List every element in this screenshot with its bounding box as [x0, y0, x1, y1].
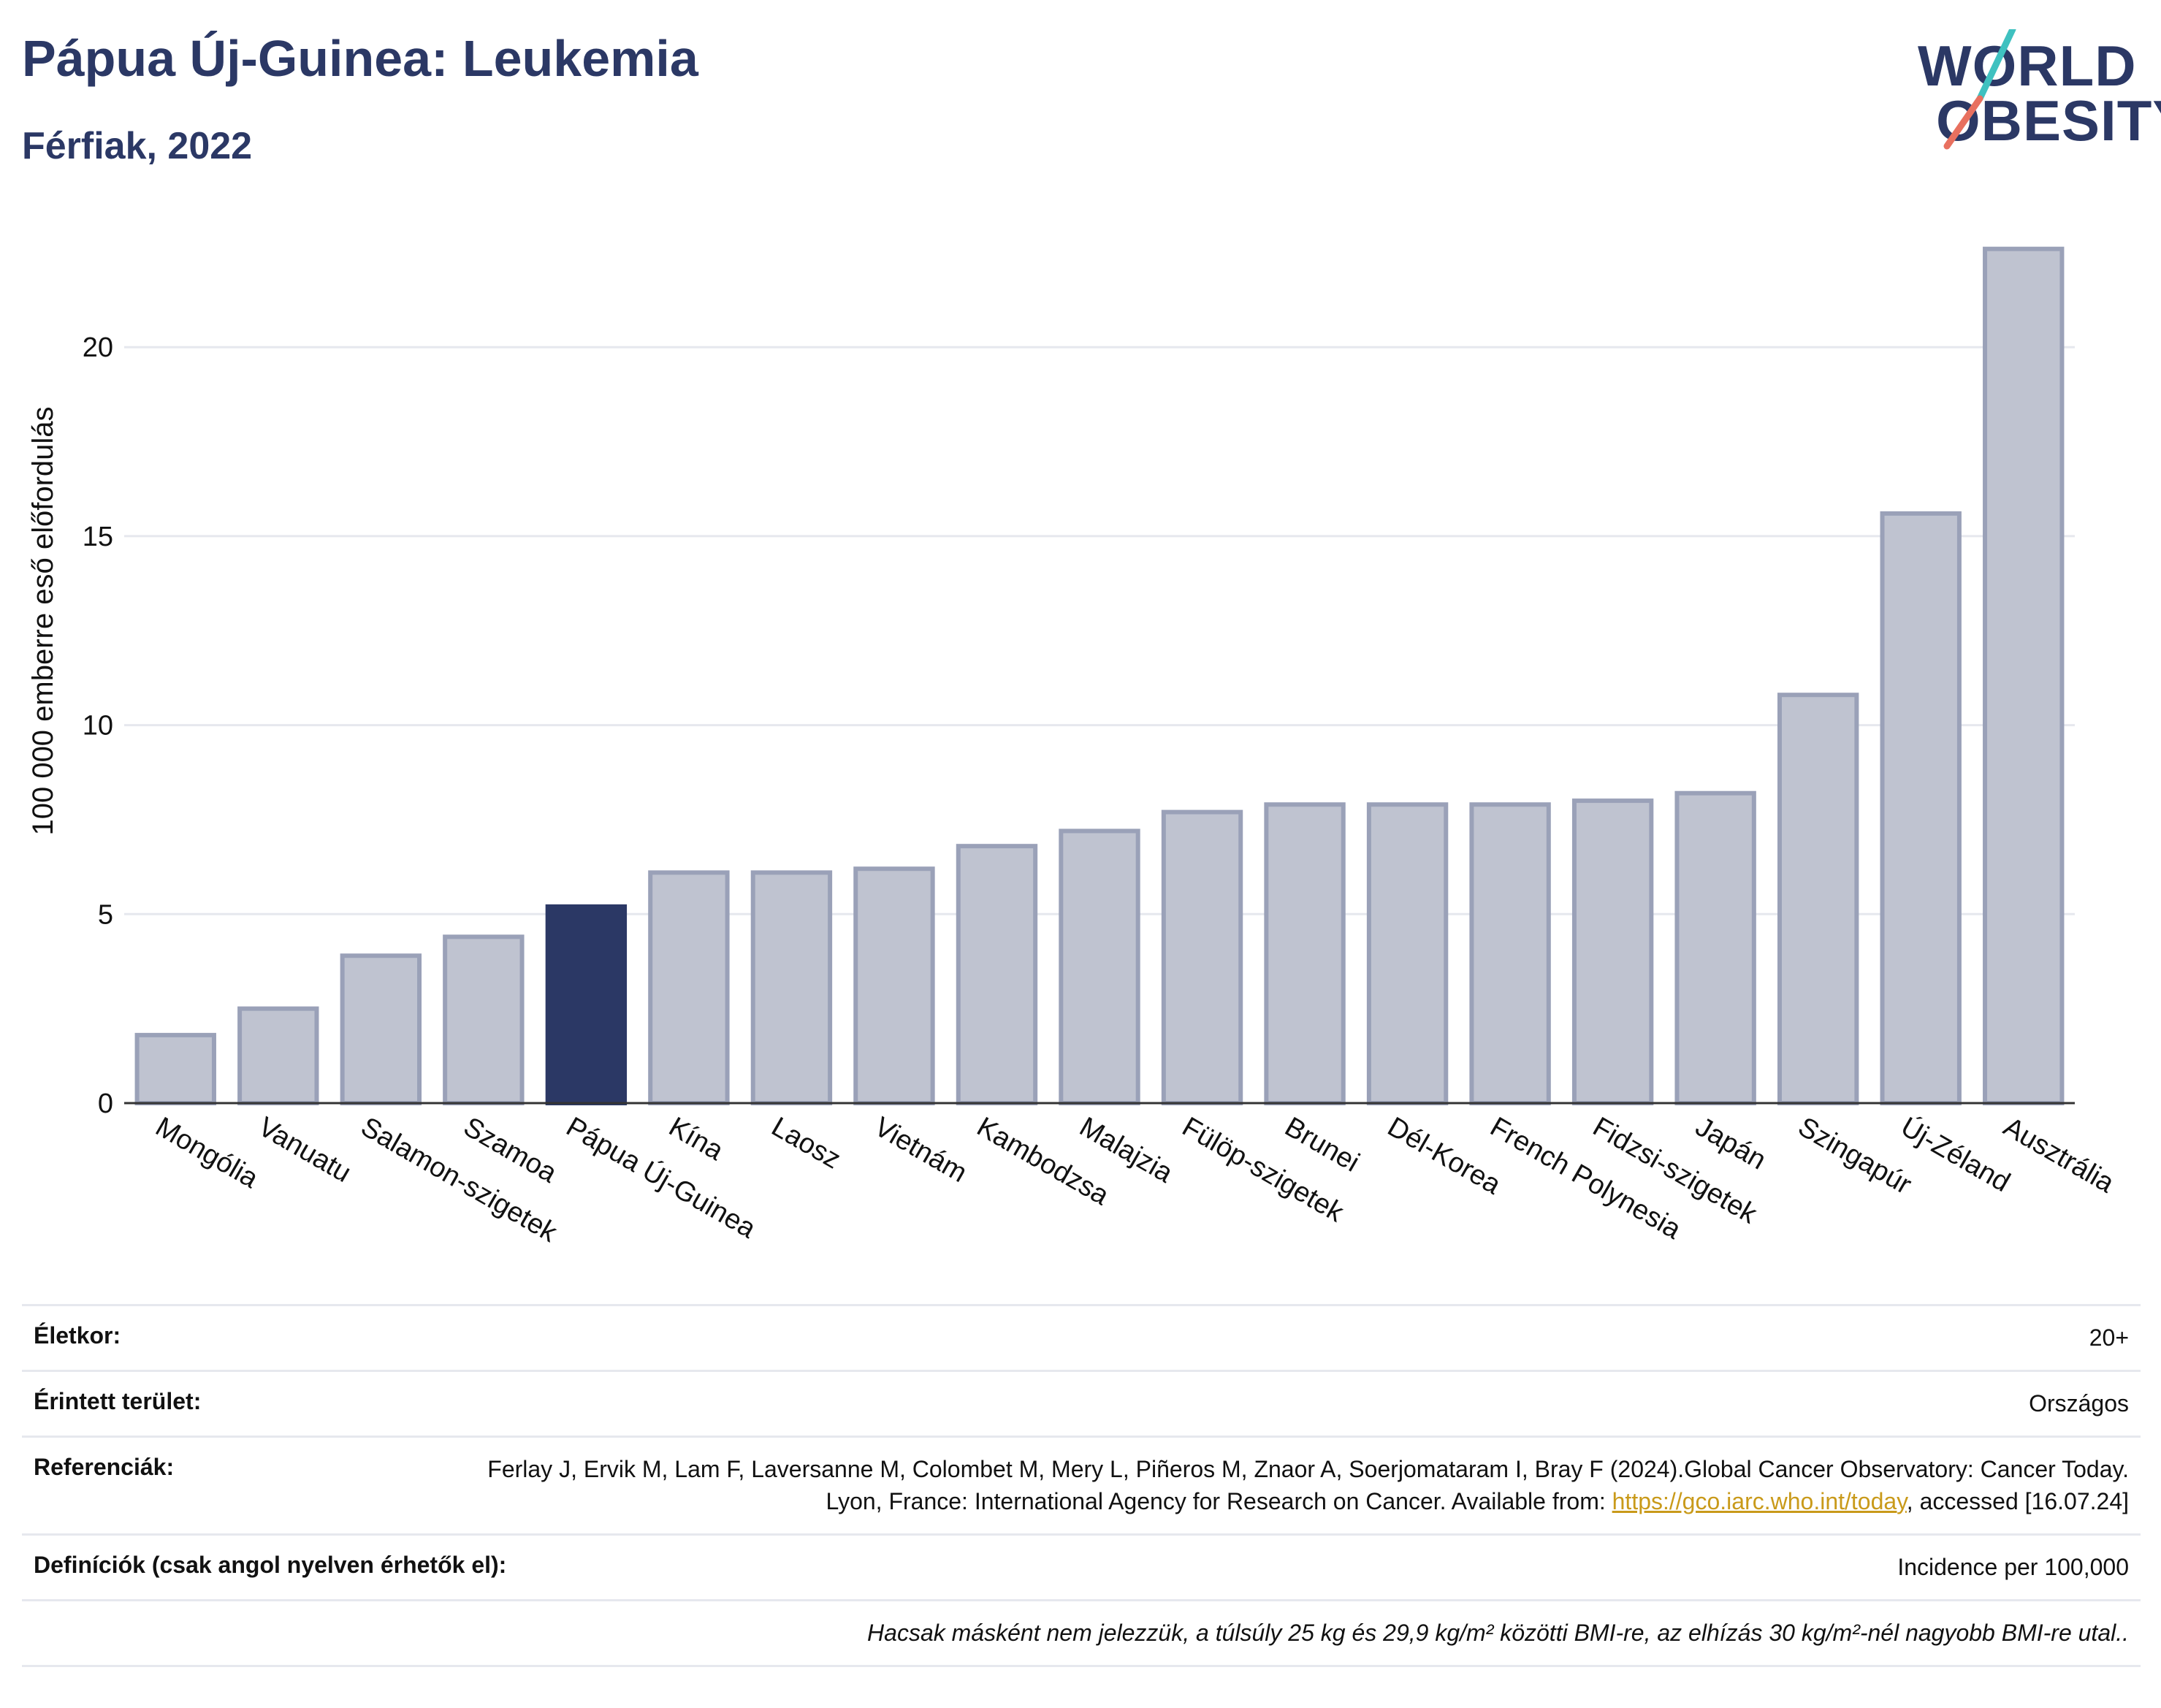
- bar-highlight: [545, 904, 628, 1106]
- y-tick-label: 0: [98, 1089, 113, 1119]
- area-value: Országos: [2029, 1390, 2129, 1417]
- info-row-age: Életkor: 20+: [22, 1304, 2141, 1370]
- bar: [750, 870, 833, 1106]
- logo-slash-icon: [1943, 29, 2016, 150]
- x-tick-label: Szingapúr: [1793, 1111, 1916, 1200]
- logo-line-2: OBESITY: [1936, 88, 2161, 153]
- bar: [1983, 246, 2065, 1105]
- y-tick-label: 5: [98, 899, 113, 930]
- x-tick-label: Laosz: [766, 1111, 846, 1175]
- x-tick-label: Vietnám: [869, 1111, 972, 1189]
- area-label: Érintett terület:: [34, 1388, 202, 1415]
- bar: [1880, 511, 1962, 1105]
- bar: [1264, 802, 1346, 1105]
- info-table: Életkor: 20+ Érintett terület: Országos …: [22, 1304, 2141, 1668]
- bar: [853, 866, 935, 1106]
- bar: [1059, 828, 1140, 1105]
- info-row-note: Hacsak másként nem jelezzük, a túlsúly 2…: [22, 1598, 2141, 1668]
- bars: [134, 246, 2065, 1106]
- bar: [1571, 798, 1654, 1105]
- bar: [956, 844, 1038, 1106]
- page-title: Pápua Új-Guinea: Leukemia: [22, 30, 698, 87]
- bar: [1674, 790, 1756, 1105]
- ref-link[interactable]: https://gco.iarc.who.int/today: [1612, 1487, 1907, 1514]
- age-value: 20+: [2089, 1324, 2129, 1351]
- bar: [1366, 802, 1449, 1105]
- x-tick-label: Pápua Új-Guinea: [561, 1111, 762, 1245]
- bar: [1161, 809, 1243, 1105]
- ref-label: Referenciák:: [34, 1454, 175, 1481]
- y-tick-label: 10: [83, 711, 113, 741]
- x-tick-label: Dél-Korea: [1382, 1111, 1506, 1200]
- def-value: Incidence per 100,000: [1897, 1553, 2129, 1580]
- x-tick-label: Kína: [663, 1111, 728, 1167]
- page-subtitle: Férfiak, 2022: [22, 125, 253, 167]
- info-row-area: Érintett terület: Országos: [22, 1370, 2141, 1436]
- bar: [237, 1006, 319, 1106]
- x-tick-label: Ausztrália: [1998, 1111, 2119, 1199]
- y-axis-label: 100 000 emberre eső előfordulás: [27, 406, 59, 835]
- bar: [340, 953, 422, 1106]
- info-row-references: Referenciák: Ferlay J, Ervik M, Lam F, L…: [22, 1436, 2141, 1533]
- def-label: Definíciók (csak angol nyelven érhetők e…: [34, 1551, 507, 1578]
- x-tick-label: Brunei: [1280, 1111, 1365, 1178]
- bar: [648, 870, 730, 1106]
- info-row-definitions: Definíciók (csak angol nyelven érhetők e…: [22, 1533, 2141, 1599]
- y-tick-label: 15: [83, 522, 113, 552]
- age-label: Életkor:: [34, 1322, 121, 1349]
- note-text: Hacsak másként nem jelezzük, a túlsúly 2…: [867, 1619, 2129, 1646]
- bar: [134, 1032, 216, 1105]
- y-tick-labels: 0 5 10 15 20: [83, 332, 113, 1119]
- bar: [443, 934, 525, 1105]
- y-tick-label: 20: [83, 332, 113, 363]
- world-obesity-logo: WORLD OBESITY: [1907, 29, 2161, 153]
- x-tick-label: Mongólia: [150, 1111, 264, 1194]
- ref-value: Ferlay J, Ervik M, Lam F, Laversanne M, …: [449, 1454, 2129, 1517]
- x-tick-label: French Polynesia: [1485, 1111, 1687, 1246]
- logo-line-1: WORLD: [1918, 34, 2137, 98]
- x-tick-label: Japán: [1691, 1111, 1772, 1175]
- ref-text-1: Ferlay J, Ervik M, Lam F, Laversanne M, …: [487, 1456, 2129, 1514]
- x-tick-label: Új-Zéland: [1896, 1111, 2016, 1199]
- bar: [1469, 802, 1551, 1105]
- bar: [1777, 693, 1859, 1105]
- x-tick-label: Vanuatu: [253, 1111, 356, 1189]
- ref-text-2: , accessed [16.07.24]: [1906, 1487, 2129, 1514]
